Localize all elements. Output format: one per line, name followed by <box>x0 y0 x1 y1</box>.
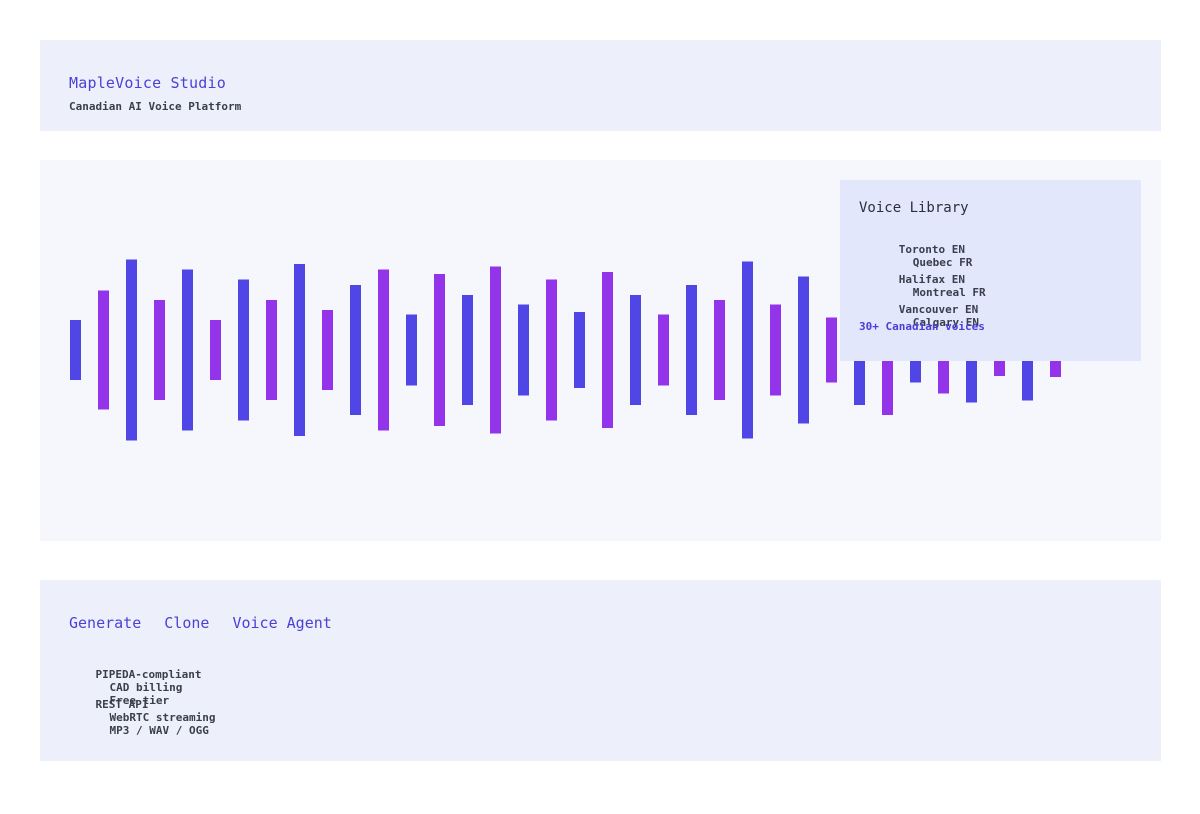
app-subtitle: Canadian AI Voice Platform <box>69 100 242 113</box>
waveform-bar <box>322 310 333 390</box>
voice-item-vancouver-en[interactable]: Vancouver EN <box>898 303 979 316</box>
tab-voice-agent[interactable]: Voice Agent <box>232 614 332 632</box>
waveform-bar <box>546 279 557 421</box>
waveform-bar <box>630 295 641 405</box>
header-panel: MapleVoice Studio Canadian AI Voice Plat… <box>40 40 1161 131</box>
voice-count-link[interactable]: 30+ Canadian voices <box>859 320 985 333</box>
feature-webrtc: WebRTC streaming <box>109 711 216 724</box>
waveform-bar <box>98 290 109 410</box>
waveform-bar <box>490 266 501 434</box>
waveform-bar <box>602 272 613 428</box>
tab-clone[interactable]: Clone <box>164 614 210 632</box>
waveform-bar <box>434 274 445 426</box>
waveform-bar <box>574 312 585 388</box>
waveform-bar <box>826 317 837 383</box>
waveform-bar <box>294 264 305 436</box>
waveform-bar <box>70 320 81 380</box>
voice-item-calgary-en[interactable]: Calgary EN <box>912 316 979 329</box>
waveform-panel: Voice Library Toronto EN Quebec FR Halif… <box>40 160 1161 541</box>
waveform-bar <box>350 285 361 415</box>
feature-formats: MP3 / WAV / OGG <box>109 724 209 737</box>
feature-free-tier: Free tier <box>109 694 170 707</box>
voice-library-title: Voice Library <box>859 200 969 216</box>
footer-panel: Generate Clone Voice Agent PIPEDA-compli… <box>40 580 1161 761</box>
waveform-bar <box>406 314 417 386</box>
feature-rest-api: REST API <box>95 698 149 711</box>
voice-item-toronto-en[interactable]: Toronto EN <box>898 243 965 256</box>
feature-list: PIPEDA-compliant CAD billing Free tier <box>69 655 202 720</box>
feature-list: REST API WebRTC streaming MP3 / WAV / OG… <box>69 685 216 750</box>
voice-row: Toronto EN Quebec FR <box>859 230 973 282</box>
waveform-bar <box>238 279 249 421</box>
waveform-bar <box>210 320 221 380</box>
waveform-bar <box>714 300 725 400</box>
feature-cad-billing: CAD billing <box>109 681 183 694</box>
waveform-bar <box>462 295 473 405</box>
app-title: MapleVoice Studio <box>69 74 226 92</box>
waveform-bar <box>518 304 529 396</box>
voice-library-card: Voice Library Toronto EN Quebec FR Halif… <box>840 180 1141 361</box>
voice-item-halifax-en[interactable]: Halifax EN <box>898 273 965 286</box>
waveform-bar <box>770 304 781 396</box>
waveform-bar <box>742 261 753 439</box>
waveform-bar <box>798 276 809 424</box>
tab-generate[interactable]: Generate <box>69 614 142 632</box>
voice-item-quebec-fr[interactable]: Quebec FR <box>912 256 973 269</box>
waveform-bar <box>686 285 697 415</box>
voice-item-montreal-fr[interactable]: Montreal FR <box>912 286 986 299</box>
feature-tabs: Generate Clone Voice Agent <box>69 614 332 632</box>
waveform-bar <box>658 314 669 386</box>
voice-row: Halifax EN Montreal FR <box>859 260 986 312</box>
waveform-bar <box>182 269 193 431</box>
feature-pipeda: PIPEDA-compliant <box>95 668 202 681</box>
voice-row: Vancouver EN Calgary EN <box>859 290 979 342</box>
waveform-bar <box>266 300 277 400</box>
waveform-bar <box>154 300 165 400</box>
waveform-bar <box>126 259 137 441</box>
waveform-bar <box>378 269 389 431</box>
